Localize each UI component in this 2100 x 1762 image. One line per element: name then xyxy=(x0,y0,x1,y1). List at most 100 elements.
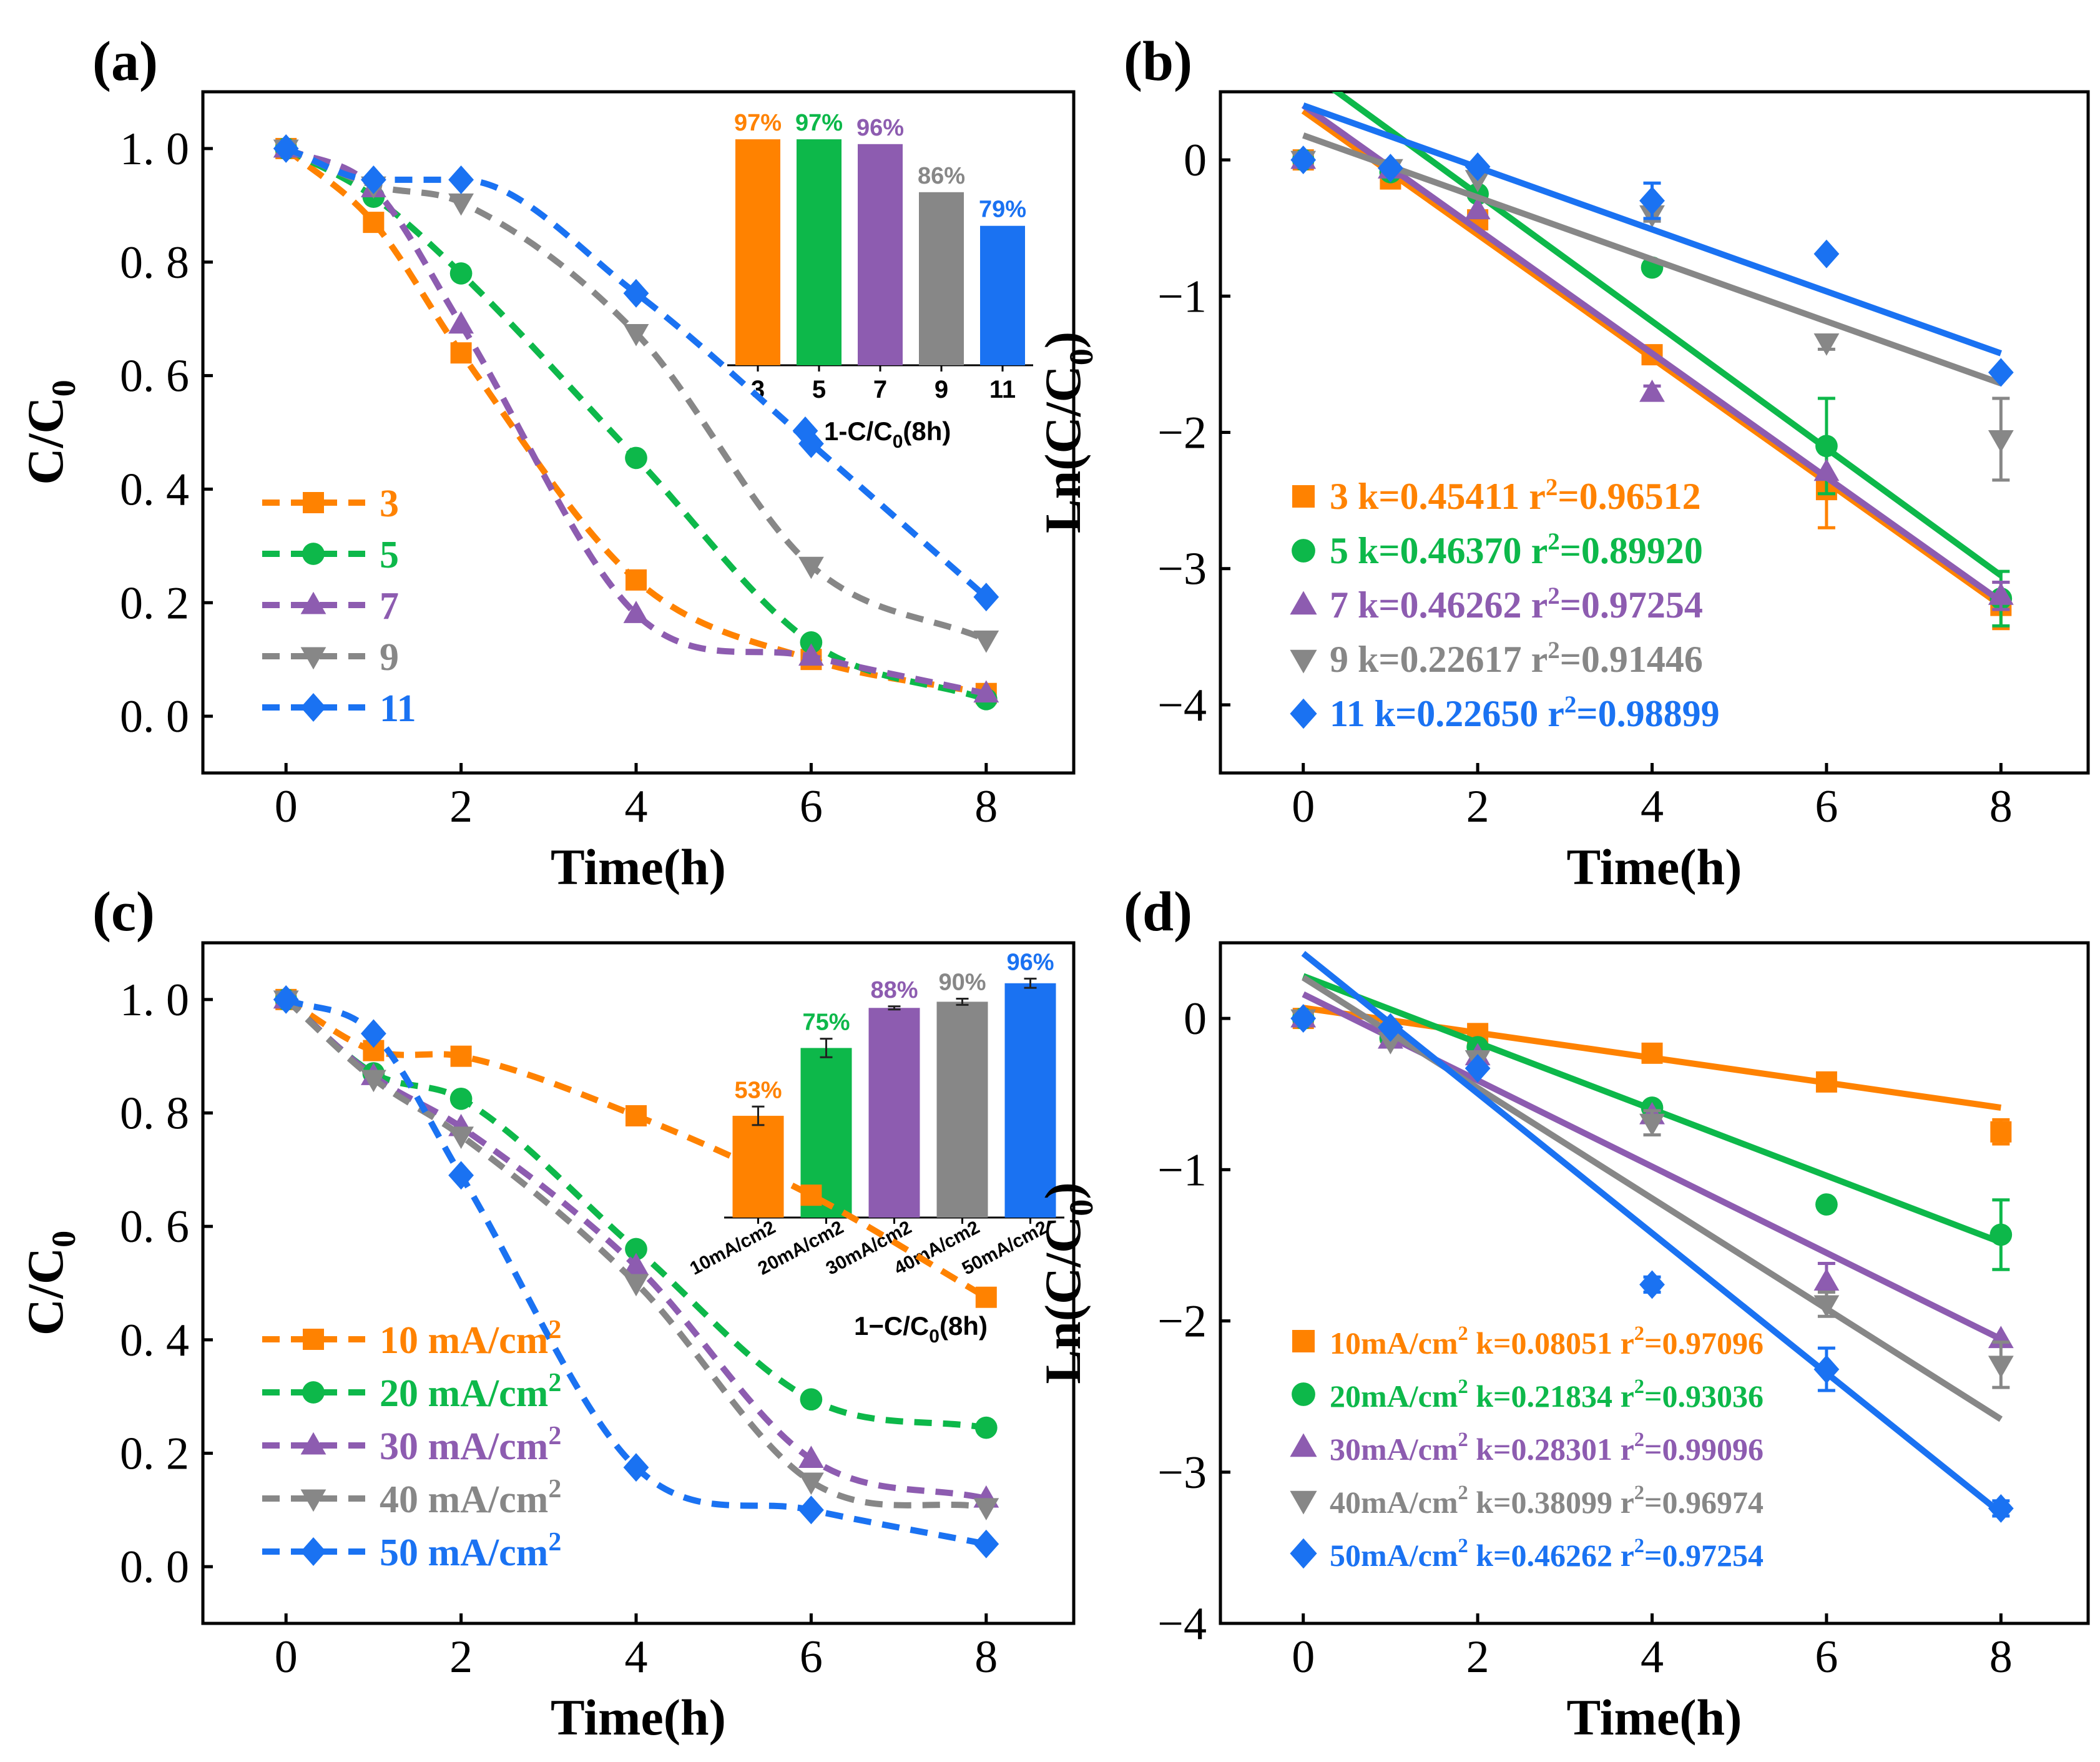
legend-r-sup: 2 xyxy=(1564,691,1577,718)
inset-bar xyxy=(936,1002,988,1218)
legend-r-value: =0.97096 xyxy=(1644,1326,1764,1361)
data-point xyxy=(360,165,386,194)
y-axis-label: C/C0 xyxy=(17,1231,82,1336)
legend-k-value: k=0.38099 xyxy=(1468,1485,1612,1520)
legend-r-label: r xyxy=(1522,530,1548,571)
y-axis-label-sub: 0 xyxy=(45,1231,82,1248)
data-point xyxy=(798,1495,824,1525)
legend-k-value: k=0.08051 xyxy=(1468,1326,1612,1361)
legend-label-main: 9 xyxy=(1330,639,1348,680)
x-tick-label: 2 xyxy=(449,1632,473,1683)
legend-label-sup: 2 xyxy=(1458,1482,1468,1504)
inset-legend-main: 1-C/C xyxy=(824,416,893,446)
y-tick-label: −2 xyxy=(1157,1296,1207,1347)
legend-marker xyxy=(1292,1382,1315,1406)
legend-r-value: =0.99096 xyxy=(1644,1432,1764,1467)
inset-bar-value-label: 88% xyxy=(870,977,918,1003)
inset-bar-chart: 97%397%596%786%979%111-C/C0(8h) xyxy=(727,110,1033,452)
x-axis-label: Time(h) xyxy=(551,1689,726,1746)
x-tick-label: 2 xyxy=(449,781,473,832)
legend-marker xyxy=(300,647,326,670)
x-tick-label: 6 xyxy=(1815,781,1838,832)
legend-label: 7 xyxy=(380,585,399,628)
data-point xyxy=(1290,1004,1317,1033)
y-axis-label-main: C/C xyxy=(17,396,74,485)
data-point xyxy=(1988,1356,2014,1379)
data-point xyxy=(363,212,385,234)
legend-r-sup: 2 xyxy=(1548,583,1560,609)
series-40-mA-cm2 xyxy=(273,990,999,1521)
data-point xyxy=(1813,1355,1840,1384)
data-point xyxy=(1639,186,1665,215)
legend-label: 30mA/cm2 k=0.28301 r2=0.99096 xyxy=(1330,1429,1764,1467)
plot-frame xyxy=(201,941,1076,1625)
fit-line xyxy=(1301,951,2003,1516)
x-tick-label: 0 xyxy=(1292,1632,1315,1683)
y-tick-label: 1. 0 xyxy=(120,975,189,1026)
legend-r-value: =0.97254 xyxy=(1560,584,1703,626)
x-tick-label: 4 xyxy=(1641,1632,1664,1683)
inset-bar xyxy=(868,1008,920,1218)
y-tick-label: 0. 6 xyxy=(120,1201,189,1253)
data-point xyxy=(973,680,999,703)
legend-label-main: 7 xyxy=(1330,584,1348,626)
data-point xyxy=(1465,197,1491,220)
legend-label-main: 50mA/cm xyxy=(1330,1538,1458,1573)
inset-bar xyxy=(858,144,903,366)
data-point xyxy=(448,165,474,194)
legend-marker xyxy=(1290,591,1317,615)
y-tick-label: 0. 4 xyxy=(120,1315,189,1366)
panel-label: (b) xyxy=(1124,31,1192,92)
y-tick-label: −3 xyxy=(1157,1447,1207,1499)
x-tick-label: 8 xyxy=(974,1632,998,1683)
inset-category-label: 7 xyxy=(873,376,887,403)
inset-legend-main: 1−C/C xyxy=(854,1311,929,1341)
data-point xyxy=(1988,583,2014,605)
legend-label-sup: 2 xyxy=(548,1369,561,1397)
inset-bar xyxy=(1004,983,1056,1218)
y-axis-label-main: C/C xyxy=(17,1248,74,1336)
inset-bar-value-label: 53% xyxy=(734,1077,782,1103)
legend-marker xyxy=(302,543,325,565)
legend-label: 9 k=0.22617 r2=0.91446 xyxy=(1330,637,1703,680)
legend-marker xyxy=(302,1381,325,1404)
legend-label: 9 xyxy=(380,636,399,679)
legend-marker xyxy=(1290,1490,1317,1515)
y-tick-label: 0. 0 xyxy=(120,1542,189,1593)
data-point xyxy=(1639,379,1665,402)
legend-marker xyxy=(1290,1538,1317,1569)
data-point xyxy=(798,556,824,579)
data-point xyxy=(1988,1494,2014,1523)
data-point xyxy=(973,1498,999,1521)
data-point xyxy=(1378,1031,1403,1055)
x-tick-label: 6 xyxy=(1815,1632,1838,1683)
y-tick-label: 0. 8 xyxy=(120,237,189,288)
inset-bar xyxy=(980,225,1025,365)
legend-marker xyxy=(1292,1330,1315,1352)
inset-legend-sub: 0 xyxy=(929,1326,940,1347)
legend-r-label: r xyxy=(1519,476,1546,517)
data-point xyxy=(1813,1295,1840,1318)
legend-label: 50 mA/cm2 xyxy=(380,1528,561,1574)
y-tick-label: 0. 0 xyxy=(120,691,189,742)
inset-legend-label: 1-C/C0(8h) xyxy=(824,416,951,452)
x-axis-label: Time(h) xyxy=(1567,839,1742,895)
data-point xyxy=(973,630,999,653)
legend-label: 40 mA/cm2 xyxy=(380,1475,561,1521)
legend-label-main: 11 xyxy=(1330,693,1365,734)
inset-bar-value-label: 75% xyxy=(802,1010,850,1036)
data-point xyxy=(1378,1013,1403,1042)
legend-label: 11 k=0.22650 r2=0.98899 xyxy=(1330,691,1720,734)
data-point xyxy=(800,631,823,654)
y-tick-label: 0. 2 xyxy=(120,578,189,629)
data-point xyxy=(1465,170,1491,192)
x-tick-label: 0 xyxy=(1292,781,1315,832)
inset-bar-value-label: 96% xyxy=(856,115,904,141)
panel-label: (c) xyxy=(92,881,155,943)
legend-label: 5 k=0.46370 r2=0.89920 xyxy=(1330,528,1703,571)
data-point xyxy=(623,1274,649,1297)
legend-label-main: 20 mA/cm xyxy=(380,1372,548,1415)
y-axis-label-main: Ln(C/C xyxy=(1034,365,1091,533)
